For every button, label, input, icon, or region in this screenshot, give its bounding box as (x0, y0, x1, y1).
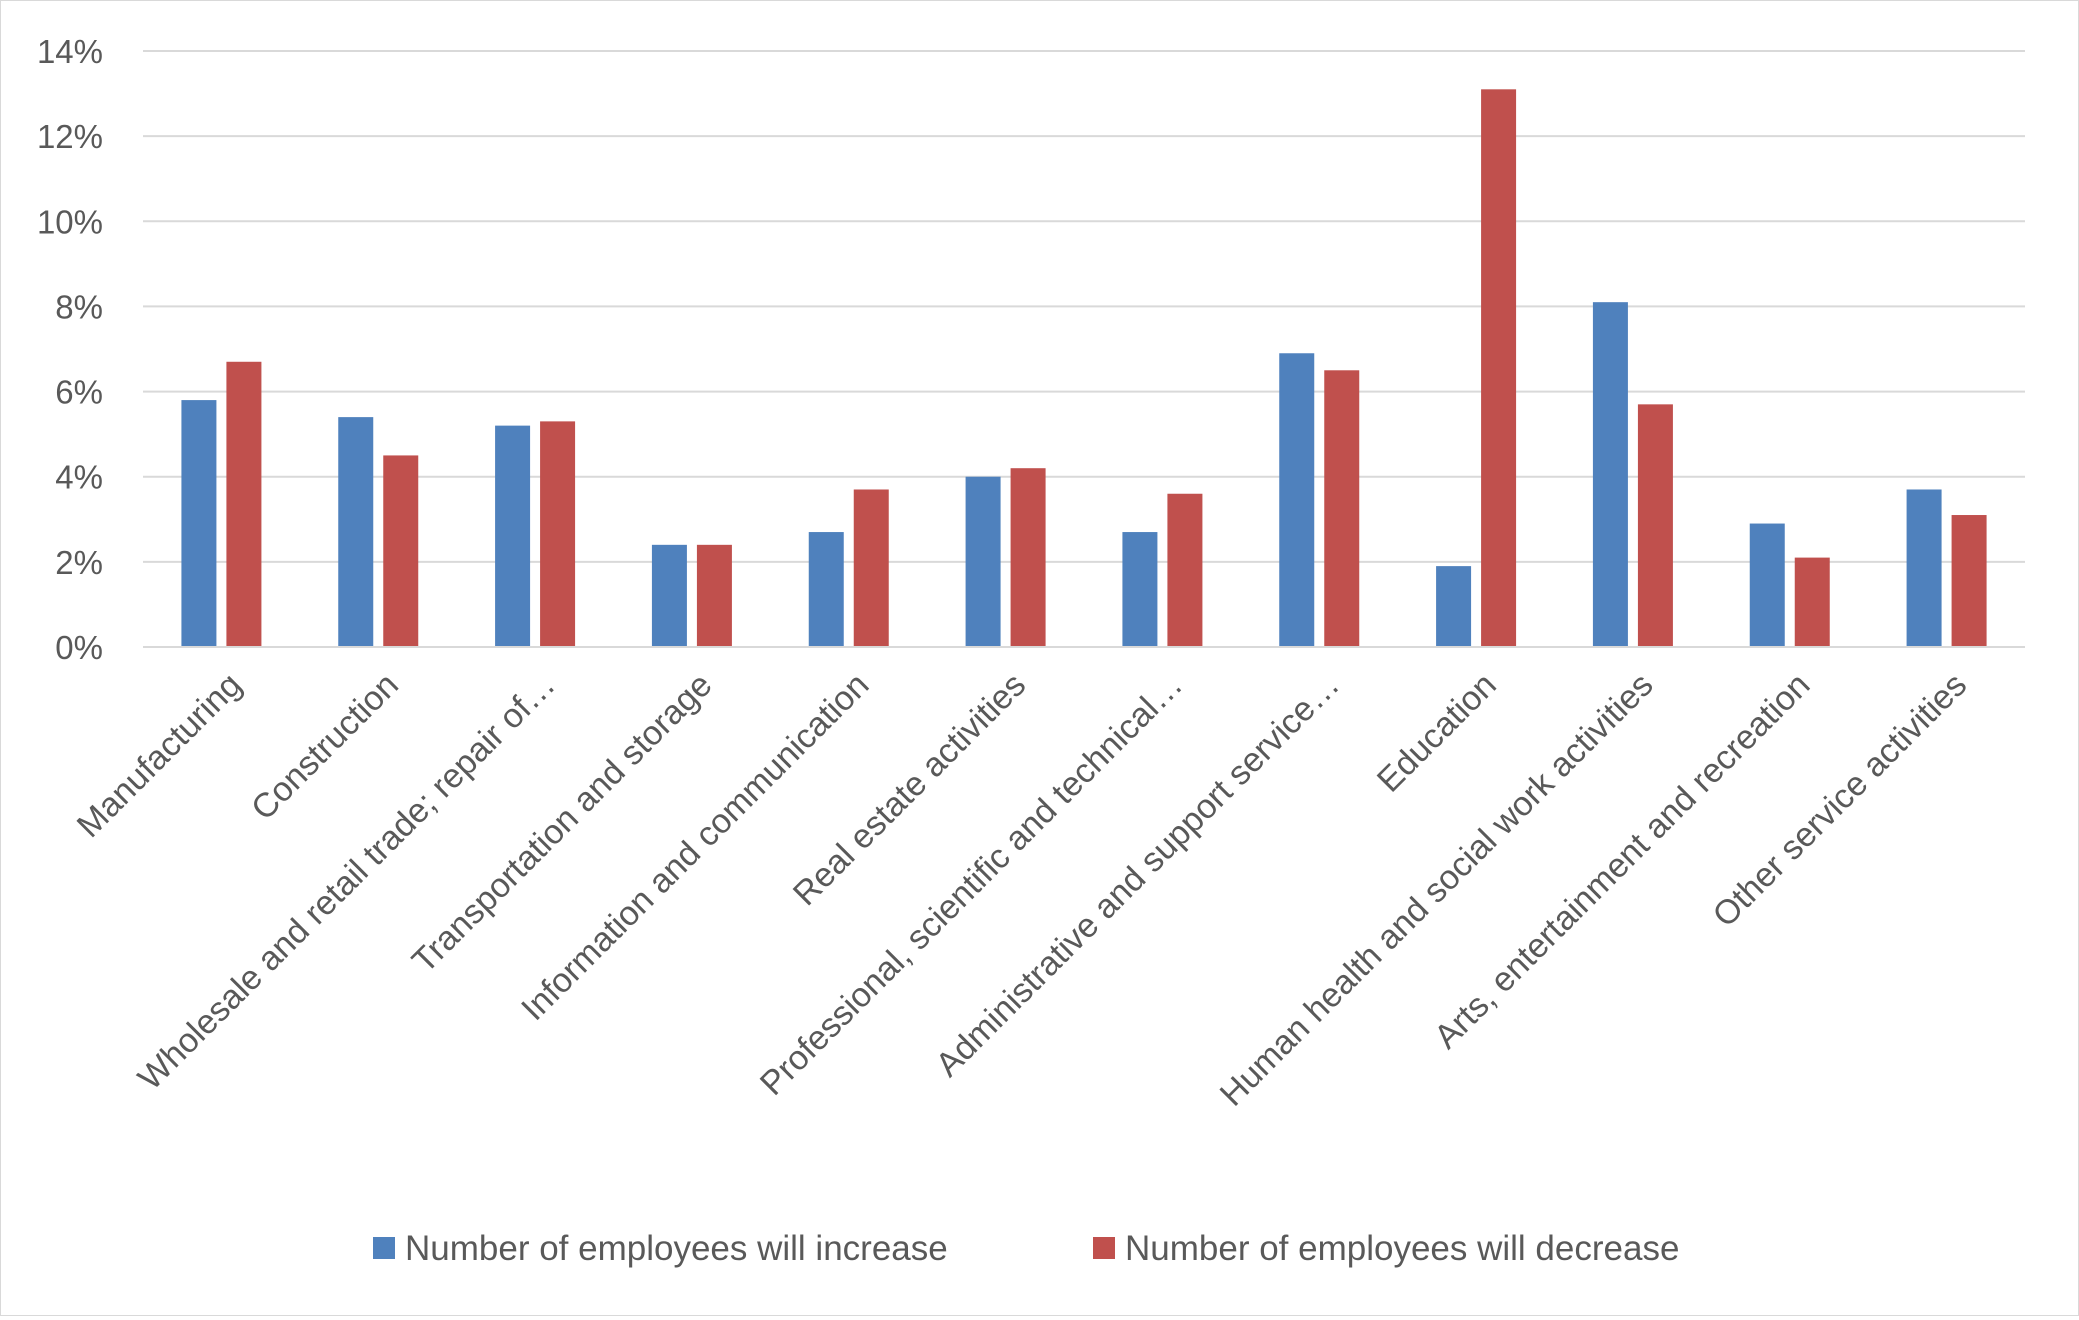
bar-decrease (226, 361, 262, 647)
legend-label: Number of employees will decrease (1125, 1229, 1679, 1268)
bar-decrease (1010, 468, 1046, 647)
bar-increase (495, 425, 531, 647)
bar-increase (181, 400, 217, 647)
x-category-label: Education (1370, 666, 1504, 800)
x-category-label: Construction (244, 666, 406, 828)
y-tick-label: 2% (55, 544, 103, 581)
bar-decrease (1951, 515, 1987, 647)
y-tick-label: 0% (55, 629, 103, 666)
bar-decrease (1637, 404, 1673, 647)
bar-decrease (540, 421, 576, 647)
bar-increase (1906, 489, 1942, 647)
bar-increase (965, 476, 1001, 647)
y-tick-label: 8% (55, 288, 103, 325)
bar-increase (1436, 566, 1472, 647)
y-tick-label: 14% (37, 33, 103, 70)
x-category-label: Other service activities (1706, 666, 1975, 935)
bar-decrease (1324, 370, 1360, 647)
legend-label: Number of employees will increase (405, 1229, 948, 1268)
legend: Number of employees will increase Number … (373, 1229, 1679, 1268)
x-category-label: Transportation and storage (405, 666, 720, 981)
bar-decrease (1167, 493, 1203, 647)
bar-decrease (1794, 557, 1830, 647)
bar-decrease (696, 544, 732, 647)
bar-increase (338, 417, 374, 647)
y-tick-label: 4% (55, 459, 103, 496)
gridlines (143, 50, 2025, 563)
bar-increase (1279, 353, 1315, 647)
bar-increase (1122, 532, 1158, 647)
x-category-label: Information and communication (514, 666, 876, 1028)
bar-increase (651, 544, 687, 647)
bar-decrease (853, 489, 889, 647)
y-tick-label: 12% (37, 118, 103, 155)
bar-increase (1592, 302, 1628, 647)
y-tick-label: 6% (55, 374, 103, 411)
bar-decrease (1481, 89, 1517, 648)
x-category-label: Manufacturing (70, 666, 249, 845)
bar-increase (1749, 523, 1785, 647)
bar-decrease (383, 455, 419, 647)
y-axis-tick-labels: 0% 2% 4% 6% 8% 10% 12% 14% (37, 33, 103, 666)
bars (181, 89, 1987, 648)
y-tick-label: 10% (37, 203, 103, 240)
legend-swatch (1093, 1237, 1115, 1259)
legend-swatch (373, 1237, 395, 1259)
bar-increase (808, 532, 844, 647)
